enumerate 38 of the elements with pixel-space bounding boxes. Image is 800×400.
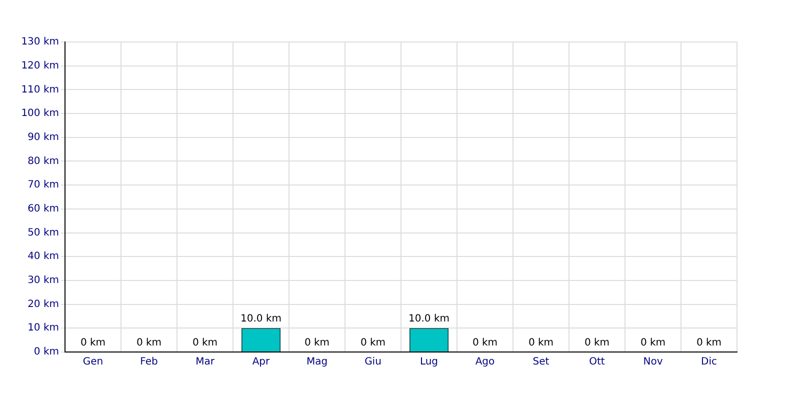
- y-tick-label: 10 km: [28, 322, 59, 334]
- data-label: 0 km: [528, 338, 554, 349]
- x-tick-label: Apr: [252, 356, 271, 368]
- data-label: 0 km: [696, 338, 722, 349]
- data-label: 0 km: [584, 338, 610, 349]
- data-label: 10.0 km: [408, 314, 450, 325]
- y-tick-label: 60 km: [28, 204, 59, 215]
- x-tick-label: Lug: [420, 356, 438, 368]
- x-tick-label: Ott: [589, 356, 605, 368]
- y-tick-label: 130 km: [21, 36, 59, 48]
- data-label: 0 km: [80, 338, 106, 349]
- data-label: 0 km: [192, 338, 218, 349]
- x-tick-label: Dic: [701, 356, 717, 368]
- y-tick-label: 50 km: [28, 227, 59, 238]
- y-tick-label: 0 km: [34, 346, 59, 358]
- y-tick-label: 120 km: [21, 60, 59, 72]
- x-tick-label: Gen: [82, 356, 104, 368]
- y-tick-label: 70 km: [28, 180, 59, 191]
- x-tick-label: Giu: [364, 356, 382, 368]
- y-tick-label: 30 km: [28, 275, 59, 286]
- data-label: 10.0 km: [240, 314, 282, 325]
- data-label: 0 km: [472, 338, 498, 349]
- y-tick-label: 80 km: [28, 156, 59, 167]
- x-tick-label: Mag: [306, 356, 328, 368]
- data-label: 0 km: [136, 338, 162, 349]
- data-label: 0 km: [304, 338, 330, 349]
- y-tick-label: 100 km: [21, 108, 59, 120]
- x-tick-label: Mar: [196, 356, 216, 368]
- y-tick-label: 110 km: [21, 84, 59, 96]
- y-tick-label: 90 km: [28, 132, 59, 143]
- y-tick-label: 40 km: [28, 251, 59, 262]
- data-label: 0 km: [360, 338, 386, 349]
- y-tick-label: 20 km: [28, 298, 59, 310]
- data-label: 0 km: [640, 338, 666, 349]
- x-tick-label: Feb: [140, 356, 158, 368]
- x-tick-label: Ago: [475, 356, 495, 368]
- x-tick-label: Set: [532, 356, 550, 368]
- x-tick-label: Nov: [643, 356, 663, 368]
